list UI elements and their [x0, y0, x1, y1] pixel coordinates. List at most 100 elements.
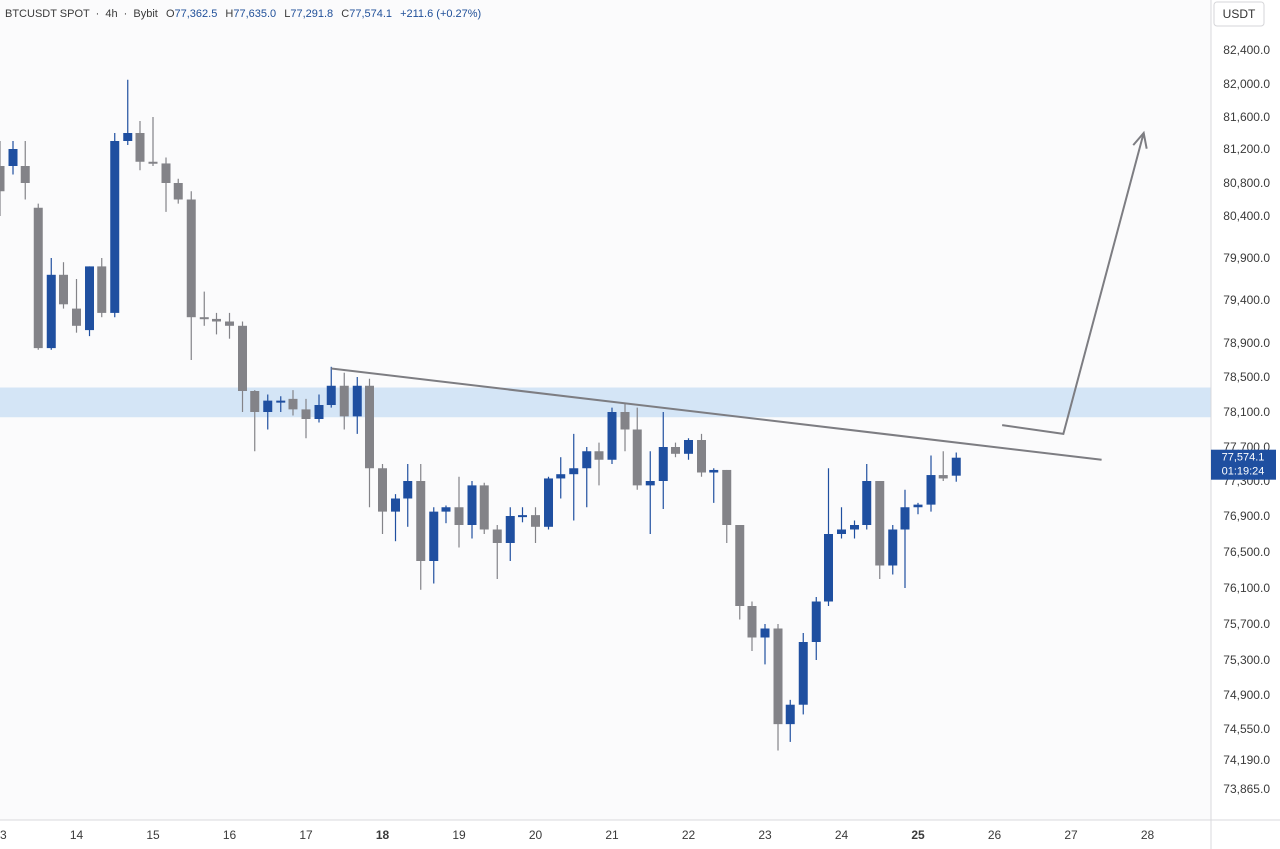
time-tick-label: 23: [758, 828, 772, 842]
candle-up: [862, 464, 872, 530]
time-tick-label: 20: [529, 828, 543, 842]
candle-up: [8, 141, 18, 175]
candle-up: [785, 699, 795, 742]
candle-down: [697, 433, 707, 477]
time-tick-label: 24: [835, 828, 849, 842]
price-tick-label: 76,100.0: [1223, 581, 1270, 595]
currency-button[interactable]: [1213, 1, 1265, 27]
candle-body: [556, 474, 566, 479]
candle-down: [938, 451, 948, 481]
candle-body: [238, 325, 248, 391]
low-label: L: [284, 8, 290, 20]
last-price-value: 77,574.1: [1222, 452, 1265, 464]
high-value: 77,635.0: [233, 8, 276, 20]
candle-body: [569, 468, 579, 475]
candle-body: [544, 478, 554, 527]
candle-up: [263, 394, 273, 430]
candle-body: [645, 481, 655, 486]
candle-down: [135, 121, 145, 171]
resistance-zone[interactable]: [0, 387, 1211, 418]
price-tick-label: 79,400.0: [1223, 293, 1270, 307]
candle-body: [276, 400, 286, 403]
descending-trendline[interactable]: [331, 367, 1102, 461]
time-tick-label: 22: [682, 828, 696, 842]
time-tick-label: 14: [70, 828, 84, 842]
candle-up: [913, 502, 923, 515]
candle-body: [416, 481, 426, 561]
candle-body: [785, 704, 795, 725]
candle-body: [391, 498, 401, 512]
candle-down: [735, 525, 745, 620]
candle-body: [479, 485, 489, 530]
time-tick-label: 27: [1064, 828, 1078, 842]
candle-body: [875, 481, 885, 566]
candle-body: [314, 405, 324, 419]
price-tick-label: 79,900.0: [1223, 251, 1270, 265]
candle-body: [684, 440, 693, 454]
candle-up: [760, 624, 770, 665]
projection-path[interactable]: [1002, 132, 1145, 435]
candle-down: [479, 482, 489, 534]
candle-body: [735, 525, 745, 606]
candle-body: [620, 412, 630, 430]
candle-body: [594, 451, 604, 460]
price-tick-label: 75,700.0: [1223, 617, 1270, 631]
candle-up: [544, 476, 554, 530]
candle-up: [441, 505, 451, 524]
candle-body: [505, 516, 515, 543]
price-tick-label: 80,800.0: [1223, 176, 1270, 190]
candle-up: [582, 447, 592, 508]
candle-body: [837, 529, 846, 534]
candle-up: [645, 451, 655, 534]
candle-down: [364, 378, 374, 508]
candle-up: [403, 464, 413, 527]
candle-body: [0, 166, 5, 192]
candle-down: [722, 469, 732, 543]
time-tick-label: 17: [299, 828, 313, 842]
candle-body: [722, 469, 732, 525]
time-tick-label: 28: [1141, 828, 1155, 842]
candle-body: [135, 133, 145, 162]
candle-down: [875, 481, 885, 579]
candle-down: [72, 279, 81, 333]
candle-body: [211, 318, 221, 322]
candle-body: [938, 475, 948, 479]
candle-up: [658, 412, 668, 509]
candle-body: [607, 412, 617, 460]
last-price-tag-background: [1211, 449, 1276, 480]
candle-down: [0, 141, 5, 216]
candle-body: [8, 149, 18, 166]
price-tick-label: 74,550.0: [1223, 722, 1270, 736]
candle-body: [33, 207, 43, 349]
candle-up: [314, 394, 324, 423]
candle-up: [569, 433, 579, 521]
price-tick-label: 76,900.0: [1223, 509, 1270, 523]
candle-down: [148, 117, 158, 166]
price-axis[interactable]: USDT 82,400.0 82,000.0 81,600.0 81,200.0 80,…: [1210, 0, 1280, 849]
time-axis-background: [0, 820, 1280, 849]
open-label: O: [166, 8, 175, 20]
candle-down: [416, 464, 426, 590]
candle-down: [632, 407, 642, 490]
candle-up: [926, 455, 936, 512]
time-tick-label: 26: [988, 828, 1002, 842]
low-value: 77,291.8: [290, 8, 333, 20]
candle-body: [632, 429, 642, 486]
candle-up: [46, 258, 56, 350]
candle-body: [352, 385, 362, 417]
candle-body: [658, 447, 668, 481]
candle-body: [951, 457, 961, 476]
price-tick-label: 76,500.0: [1223, 545, 1270, 559]
candle-up: [556, 457, 566, 499]
legend-separator: ·: [96, 8, 100, 20]
time-tick-label: 25: [911, 828, 925, 842]
time-axis[interactable]: 13 14 15 16 17 18 19 20 21 22 23 24 25 26 27 28: [0, 819, 1280, 849]
candle-up: [517, 507, 527, 523]
candle-down: [454, 476, 464, 548]
candle-body: [250, 391, 260, 412]
candle-body: [110, 141, 120, 313]
price-tick-label: 80,400.0: [1223, 209, 1270, 223]
candle-down: [186, 191, 196, 360]
candle-up: [684, 438, 693, 460]
